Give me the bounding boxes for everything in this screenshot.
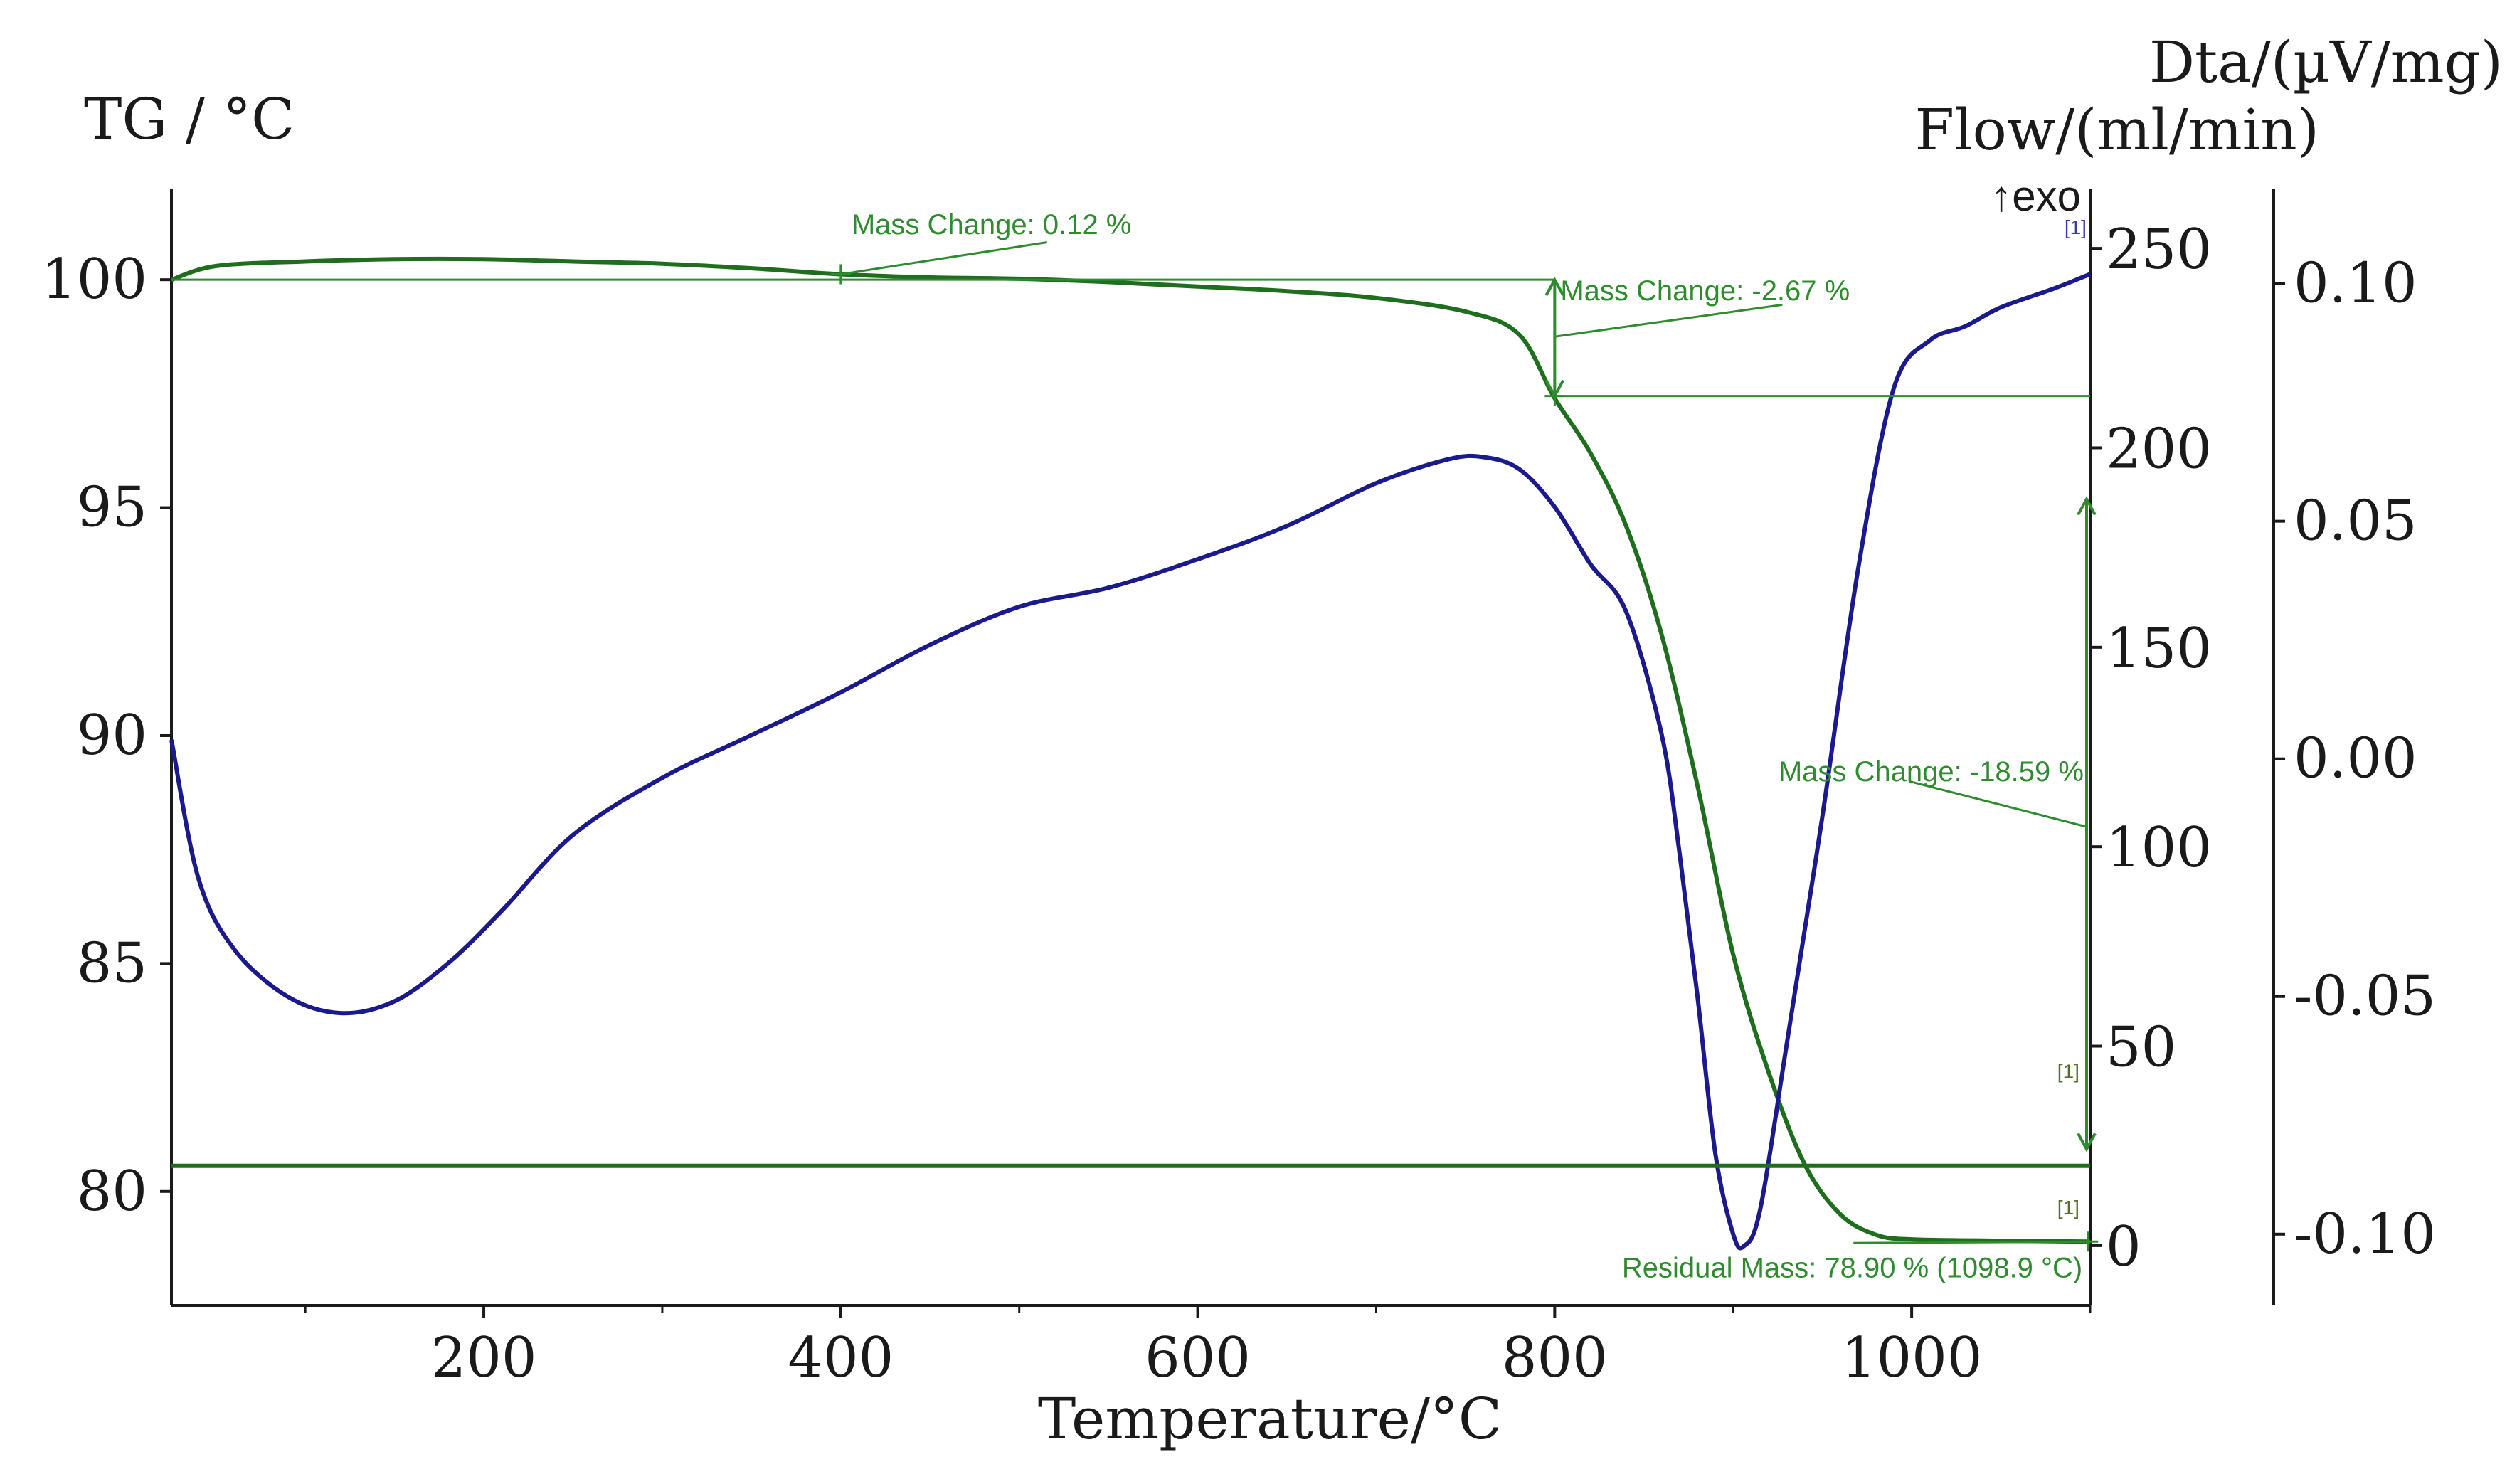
dta-tick-label: 0.00 [2294,727,2417,791]
residual-mass-label: Residual Mass: 78.90 % (1098.9 °C) [1622,1252,2082,1283]
x-tick-label: 1000 [1841,1326,1983,1390]
x-tick-label: 600 [1145,1326,1251,1390]
y-axis-title-flow: Flow/(ml/min) [1915,97,2319,163]
axes-group: 200 400 600 800 1000808590951000501001502002… [41,189,2436,1390]
annotations-group: Mass Change: 0.12 % Mass Change: -2.67 % M… [171,209,2099,1283]
x-tick-label: 400 [788,1326,894,1390]
flow-tick-label: 250 [2106,218,2212,282]
dta-tick-label: -0.05 [2294,965,2436,1029]
mass-change-leader-1 [840,240,1048,275]
flow-tick-label: 50 [2106,1016,2176,1080]
mass-change-label-1: Mass Change: 0.12 % [852,209,1132,240]
y-axis-title-tg: TG / °C [84,86,295,152]
x-tick-label: 200 [431,1326,537,1390]
mass-change-label-2: Mass Change: -2.67 % [1560,275,1850,307]
series-line-tg [171,256,2091,1244]
flow-tick-label: 100 [2106,816,2212,880]
tg-tick-label: 80 [77,1160,147,1224]
flow-curve-ref: [1] [2057,1060,2079,1082]
dta-tick-label: 0.10 [2294,252,2417,316]
mass-change-arrowhead-3b [2077,1133,2097,1152]
y-axis-title-dta: Dta/(µV/mg) [2149,29,2503,95]
mass-change-label-3: Mass Change: -18.59 % [1779,756,2084,788]
mass-change-leader-2 [1554,303,1783,338]
dta-tick-label: -0.10 [2294,1202,2436,1266]
residual-mass-leader [1853,1240,2089,1244]
dta-curve-ref: [1] [2065,216,2087,238]
curves-group [169,256,2092,1251]
flow-tick-label: 200 [2106,417,2212,481]
tg-tick-label: 100 [41,248,147,312]
x-axis-title: Temperature/°C [1038,1386,1502,1452]
x-tick-label: 800 [1502,1326,1608,1390]
exo-indicator: ↑exo [1991,172,2081,220]
flow-tick-label: 150 [2106,617,2212,681]
tg-tick-label: 95 [77,476,147,540]
tg-tick-label: 85 [77,931,147,995]
mass-change-arrowhead-2b [1544,276,1565,297]
tg-curve-ref: [1] [2057,1197,2079,1219]
flow-tick-label: 0 [2106,1215,2141,1279]
mass-change-arrowhead-3a [2077,496,2097,516]
mass-change-leader-3 [1908,780,2087,828]
tg-tick-label: 90 [77,704,147,768]
series-line-dta [169,272,2092,1251]
dta-tick-label: 0.05 [2294,489,2417,553]
